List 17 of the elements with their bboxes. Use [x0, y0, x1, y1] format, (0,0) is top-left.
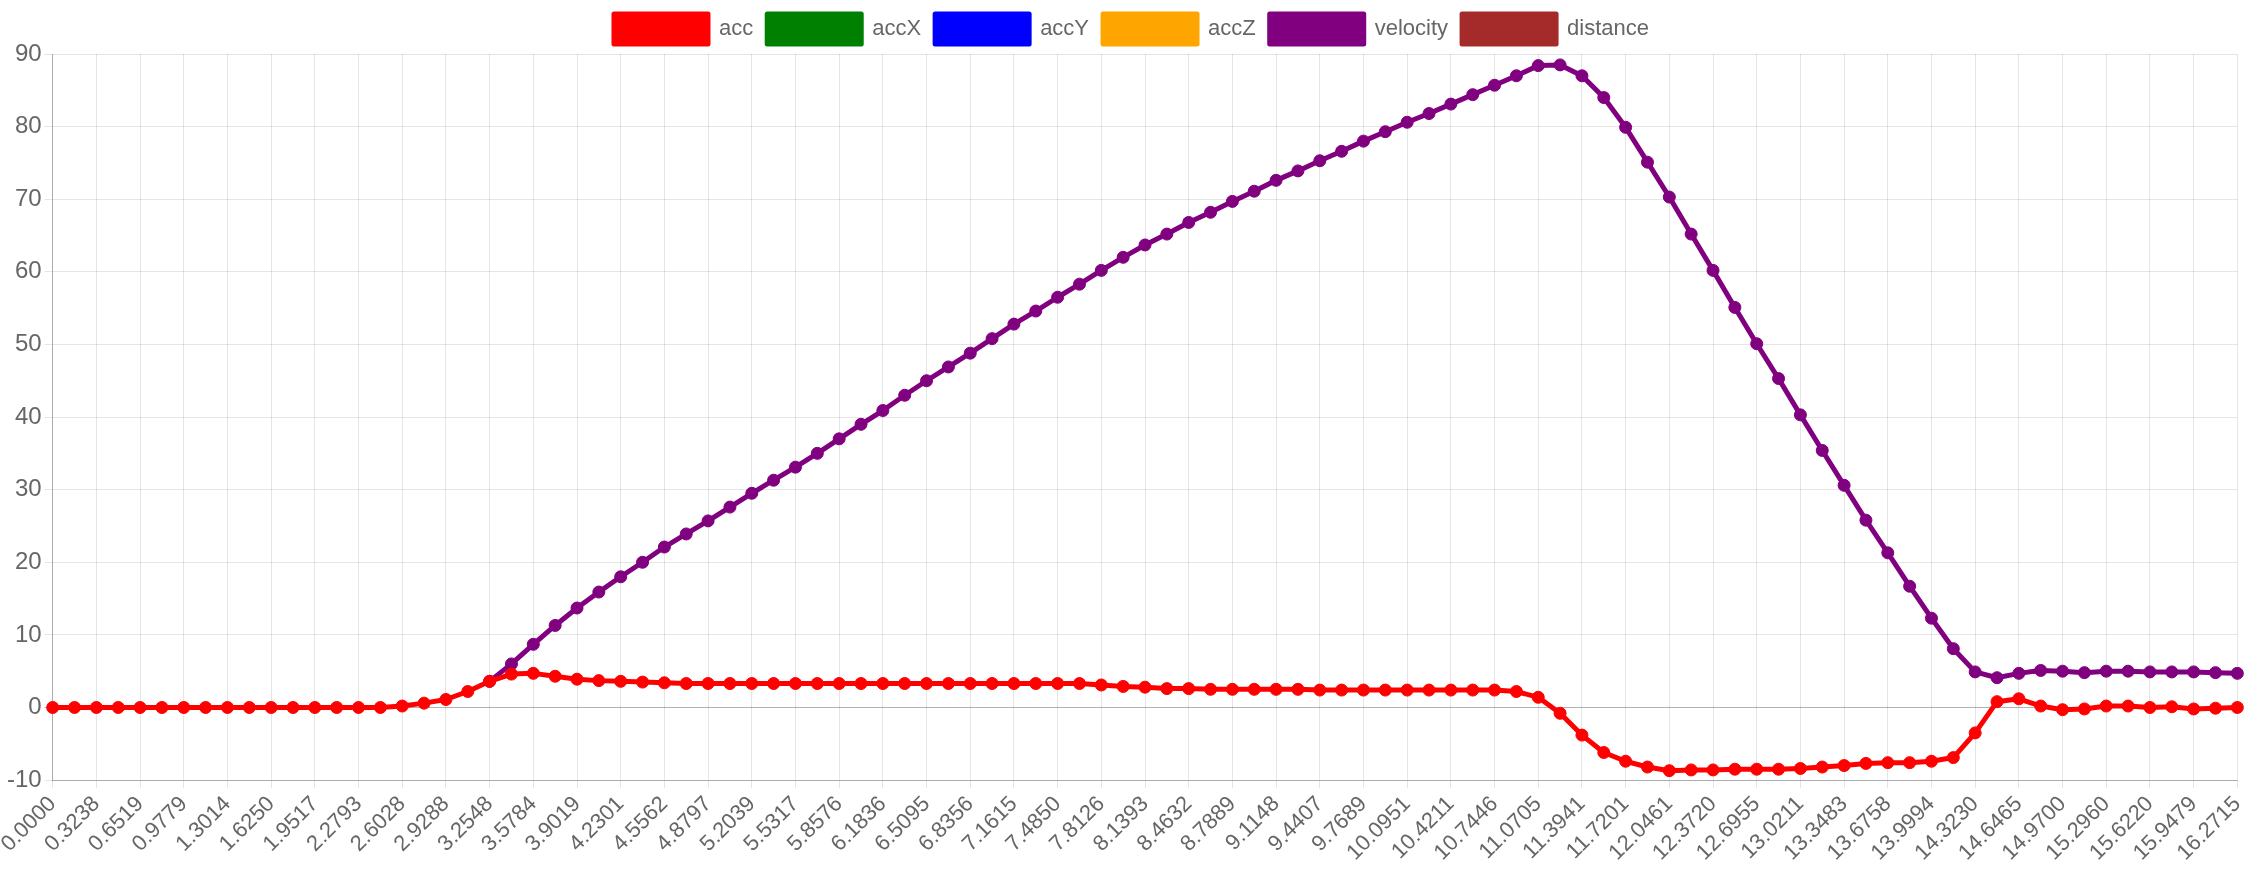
- legend-label: velocity: [1374, 15, 1449, 41]
- y-tick-label: 50: [14, 329, 42, 357]
- legend-label: distance: [1567, 15, 1650, 41]
- legend-label: acc: [718, 15, 754, 41]
- y-tick-label: 10: [14, 619, 42, 647]
- y-tick-label: 30: [14, 474, 42, 502]
- y-tick-label: 40: [14, 401, 42, 429]
- legend-label: accZ: [1208, 15, 1256, 41]
- y-tick-label: 70: [14, 183, 42, 211]
- legend-label: accX: [872, 15, 922, 41]
- y-tick-label: 60: [14, 256, 42, 284]
- y-tick-label: 80: [14, 111, 42, 139]
- y-tick-label: 0: [28, 692, 42, 720]
- y-tick-label: 20: [14, 546, 42, 574]
- y-tick-label: -10: [7, 764, 42, 792]
- y-tick-label: 90: [14, 38, 42, 66]
- legend-label: accY: [1040, 15, 1090, 41]
